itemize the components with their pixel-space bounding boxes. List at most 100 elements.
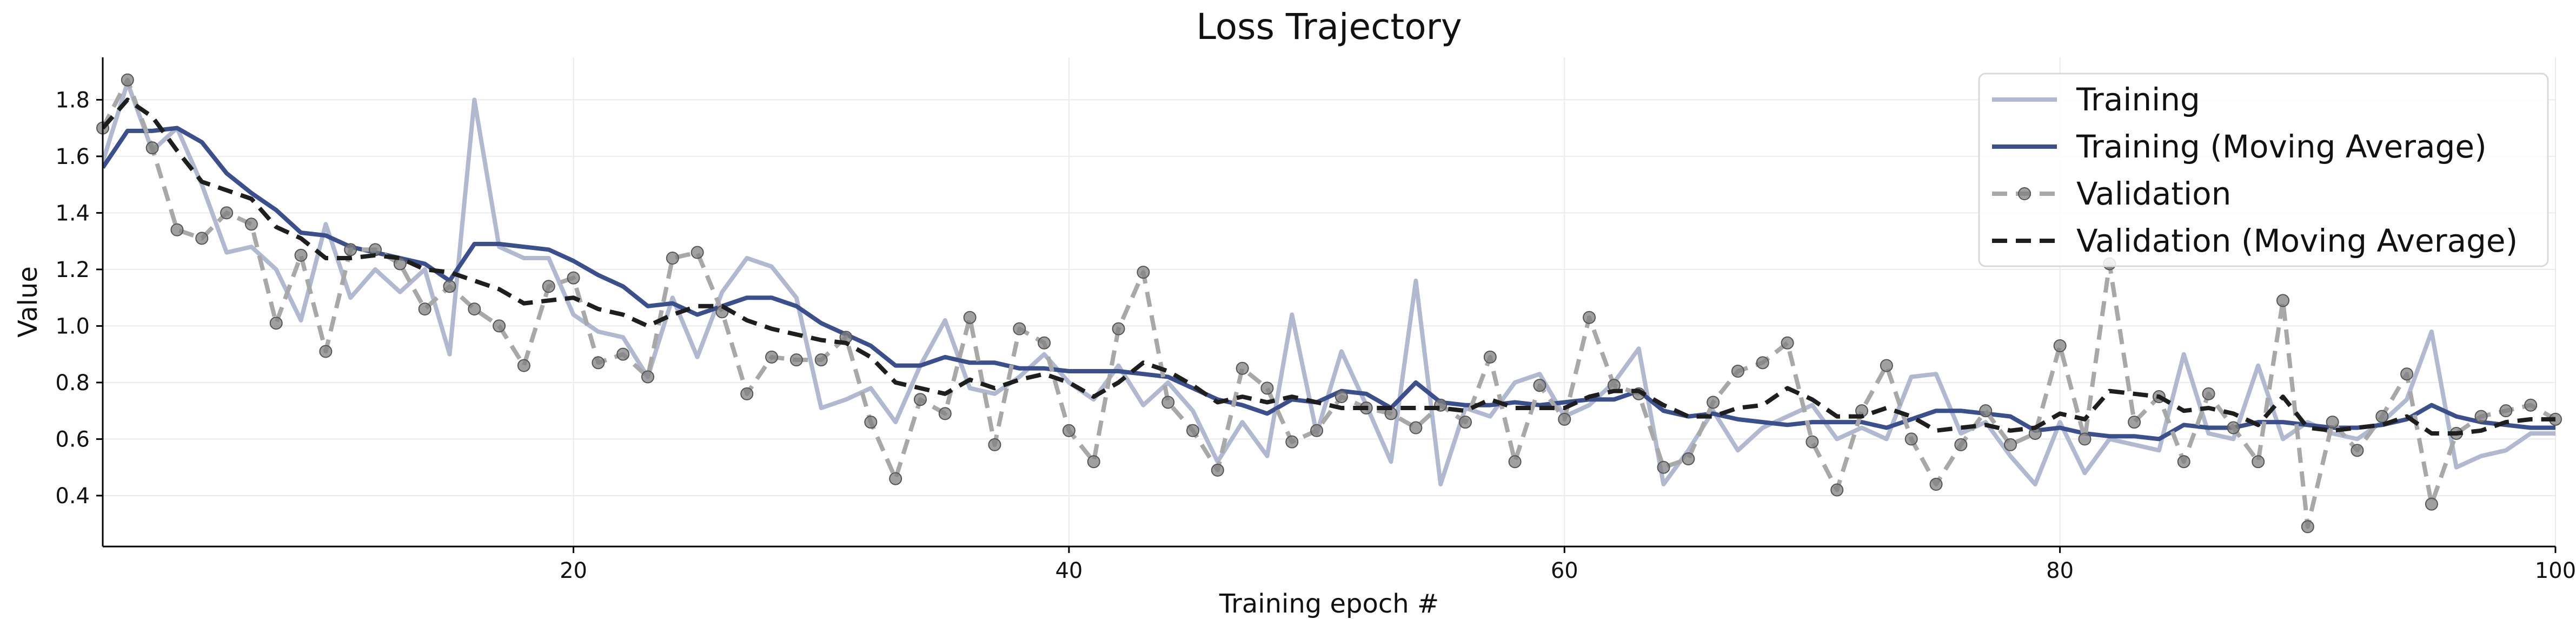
- y-tick-label: 0.8: [55, 371, 90, 396]
- validation-point: [1260, 381, 1274, 395]
- x-axis-label: Training epoch #: [1219, 589, 1439, 619]
- validation-point: [2252, 455, 2265, 469]
- validation-point: [1285, 435, 1299, 449]
- validation-point: [666, 252, 679, 265]
- y-tick-label: 1.8: [55, 88, 90, 113]
- validation-point: [1583, 311, 1596, 324]
- validation-point: [2227, 421, 2240, 435]
- series-layer: [96, 73, 2562, 534]
- validation-point: [1731, 365, 1744, 378]
- axes: 20 40 60 80 100 0.4 0.6 0.8 1.0 1.2 1.4 1.6 1.8: [55, 57, 2576, 583]
- validation-point: [393, 257, 407, 271]
- validation-moving-average-line: [103, 97, 2555, 436]
- validation-point: [2400, 367, 2414, 381]
- validation-point: [294, 248, 308, 262]
- validation-point: [1533, 379, 1546, 392]
- legend-box: [1978, 73, 2549, 267]
- validation-point: [814, 353, 828, 367]
- validation-point: [1335, 390, 1348, 404]
- validation-point: [914, 393, 927, 406]
- y-tick-label: 0.4: [55, 484, 90, 509]
- validation-point: [2351, 444, 2364, 457]
- validation-point: [1038, 336, 1051, 350]
- legend-label: Validation (Moving Average): [2076, 222, 2518, 259]
- validation-point: [195, 232, 209, 245]
- chart-title: Loss Trajectory: [1196, 6, 1462, 48]
- validation-point: [1459, 416, 1472, 429]
- validation-point: [269, 317, 283, 330]
- validation-point: [2524, 398, 2538, 412]
- validation-point: [1805, 435, 1819, 449]
- validation-point: [443, 280, 456, 293]
- x-tick-label: 60: [1551, 558, 1578, 583]
- validation-point: [244, 218, 258, 231]
- validation-point: [988, 438, 1001, 451]
- legend-label: Validation: [2076, 175, 2231, 212]
- validation-point: [938, 407, 952, 420]
- validation-line: [103, 77, 2555, 529]
- validation-point: [1310, 424, 1324, 437]
- validation-point: [864, 416, 878, 429]
- validation-point: [2202, 387, 2215, 400]
- validation-point: [1682, 452, 1695, 466]
- validation-point: [2301, 520, 2314, 534]
- validation-point: [468, 302, 481, 316]
- validation-point: [889, 472, 902, 485]
- validation-point: [1558, 412, 1571, 426]
- validation-point: [1830, 483, 1844, 497]
- validation-point: [1929, 478, 1943, 491]
- y-tick-label: 1.2: [55, 258, 90, 282]
- validation-point: [1880, 359, 1893, 372]
- validation-point: [121, 73, 134, 87]
- validation-point: [220, 206, 234, 220]
- validation-point: [789, 353, 803, 367]
- validation-point: [1161, 396, 1175, 409]
- validation-point: [691, 246, 704, 259]
- validation-point: [2375, 410, 2389, 423]
- x-tick-label: 20: [560, 558, 587, 583]
- legend-marker: [2018, 187, 2031, 200]
- y-tick-label: 1.4: [55, 201, 90, 226]
- validation-point: [493, 319, 506, 333]
- x-tick-label: 40: [1055, 558, 1083, 583]
- validation-point: [2276, 294, 2289, 307]
- validation-point: [319, 345, 333, 358]
- validation-point: [1707, 396, 1720, 409]
- validation-point: [517, 359, 530, 372]
- validation-point: [1409, 421, 1423, 435]
- validation-point: [1756, 356, 1769, 370]
- validation-point: [1954, 438, 1968, 451]
- validation-point: [765, 350, 779, 364]
- legend-label: Training: [2076, 81, 2200, 118]
- legend: Training Training (Moving Average) Validat…: [1978, 73, 2549, 267]
- validation-point: [2078, 432, 2092, 446]
- validation-point: [641, 370, 654, 384]
- validation-point: [1062, 424, 1075, 437]
- validation-point: [1211, 463, 1224, 477]
- validation-point: [2326, 416, 2339, 429]
- legend-label: Training (Moving Average): [2076, 128, 2487, 165]
- validation-point: [2177, 455, 2190, 469]
- validation-point: [2474, 410, 2488, 423]
- validation-point: [1781, 336, 1794, 350]
- validation-point: [1112, 322, 1125, 335]
- validation-point: [2499, 404, 2513, 418]
- y-tick-label: 1.0: [55, 314, 90, 339]
- validation-point: [2053, 339, 2067, 352]
- validation-point: [740, 387, 754, 400]
- validation-point: [567, 271, 580, 285]
- validation-point: [344, 243, 357, 256]
- validation-point: [1483, 350, 1497, 364]
- y-axis-label: Value: [13, 266, 43, 338]
- validation-point: [170, 223, 184, 236]
- validation-point: [1979, 404, 1993, 418]
- validation-point: [418, 302, 431, 316]
- validation-point: [616, 347, 630, 361]
- validation-point: [542, 280, 555, 293]
- validation-point: [592, 356, 605, 370]
- validation-point: [145, 141, 159, 155]
- validation-point: [1904, 432, 1918, 446]
- validation-point: [2128, 416, 2141, 429]
- training-moving-average-line: [103, 126, 2555, 442]
